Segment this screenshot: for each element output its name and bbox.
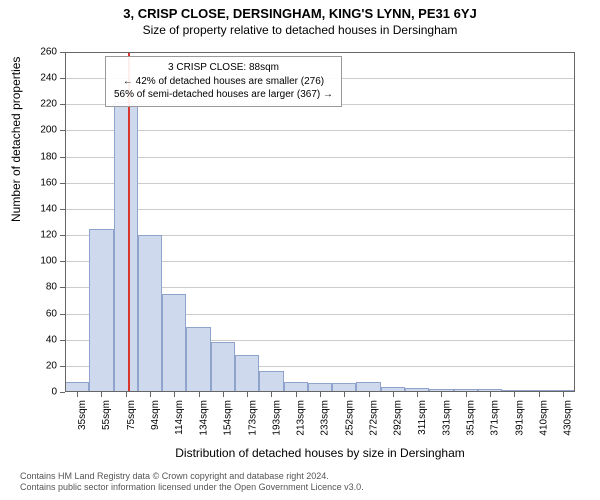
x-tick-mark	[514, 392, 515, 397]
chart-container: 3, CRISP CLOSE, DERSINGHAM, KING'S LYNN,…	[0, 0, 600, 500]
y-tick-label: 240	[17, 73, 57, 84]
annotation-line: 56% of semi-detached houses are larger (…	[114, 88, 333, 102]
x-tick-mark	[417, 392, 418, 397]
x-tick-mark	[563, 392, 564, 397]
x-tick-mark	[490, 392, 491, 397]
y-tick-label: 0	[17, 387, 57, 398]
annotation-box: 3 CRISP CLOSE: 88sqm← 42% of detached ho…	[105, 56, 342, 107]
x-tick-mark	[344, 392, 345, 397]
y-tick-label: 160	[17, 177, 57, 188]
footer-attribution: Contains HM Land Registry data © Crown c…	[20, 471, 364, 494]
y-tick-label: 200	[17, 125, 57, 136]
y-tick-mark	[60, 392, 65, 393]
x-tick-mark	[271, 392, 272, 397]
x-tick-mark	[223, 392, 224, 397]
annotation-line: 3 CRISP CLOSE: 88sqm	[114, 61, 333, 75]
y-tick-label: 140	[17, 203, 57, 214]
y-tick-label: 20	[17, 360, 57, 371]
x-tick-mark	[174, 392, 175, 397]
x-tick-mark	[393, 392, 394, 397]
y-tick-label: 220	[17, 99, 57, 110]
annotation-line: ← 42% of detached houses are smaller (27…	[114, 75, 333, 89]
x-axis-label: Distribution of detached houses by size …	[175, 446, 465, 460]
footer-line-1: Contains HM Land Registry data © Crown c…	[20, 471, 364, 483]
x-tick-mark	[247, 392, 248, 397]
x-tick-mark	[441, 392, 442, 397]
x-tick-mark	[77, 392, 78, 397]
page-title: 3, CRISP CLOSE, DERSINGHAM, KING'S LYNN,…	[0, 0, 600, 23]
x-tick-mark	[296, 392, 297, 397]
y-tick-label: 180	[17, 151, 57, 162]
x-tick-mark	[369, 392, 370, 397]
y-tick-label: 80	[17, 282, 57, 293]
y-tick-label: 40	[17, 334, 57, 345]
y-tick-label: 260	[17, 47, 57, 58]
x-tick-mark	[199, 392, 200, 397]
x-tick-mark	[101, 392, 102, 397]
y-tick-label: 100	[17, 256, 57, 267]
x-tick-mark	[320, 392, 321, 397]
y-tick-label: 120	[17, 230, 57, 241]
x-tick-mark	[539, 392, 540, 397]
footer-line-2: Contains public sector information licen…	[20, 482, 364, 494]
x-tick-mark	[126, 392, 127, 397]
x-tick-mark	[466, 392, 467, 397]
y-tick-label: 60	[17, 308, 57, 319]
x-tick-mark	[150, 392, 151, 397]
page-subtitle: Size of property relative to detached ho…	[0, 23, 600, 39]
